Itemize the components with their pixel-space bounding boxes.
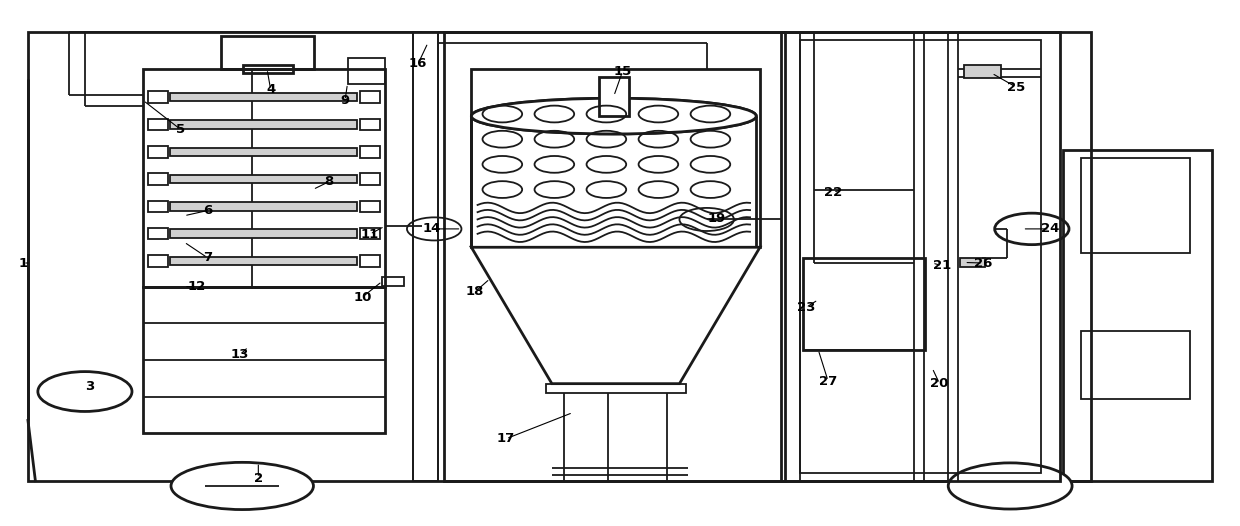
Text: 14: 14	[423, 222, 441, 236]
Bar	[148, 228, 167, 239]
Text: 20: 20	[930, 377, 949, 390]
Bar	[546, 383, 686, 393]
Text: 2: 2	[254, 472, 263, 484]
Bar	[444, 32, 785, 481]
Text: 22: 22	[823, 186, 842, 199]
Bar	[781, 32, 1060, 481]
Text: 25: 25	[1007, 81, 1025, 94]
Text: 6: 6	[203, 204, 212, 217]
Bar	[804, 258, 925, 350]
Text: 24: 24	[1040, 222, 1059, 236]
Bar	[360, 200, 379, 212]
Bar	[360, 173, 379, 185]
Polygon shape	[471, 247, 760, 383]
Text: 3: 3	[86, 380, 94, 393]
Ellipse shape	[471, 98, 756, 134]
Bar	[243, 65, 293, 73]
Bar	[143, 69, 384, 287]
Text: 4: 4	[267, 84, 275, 96]
Text: 17: 17	[497, 432, 515, 445]
Text: 5: 5	[176, 123, 185, 136]
Text: 23: 23	[796, 301, 815, 314]
Bar	[148, 119, 167, 130]
Text: 19: 19	[708, 212, 725, 225]
Bar	[170, 202, 357, 210]
Text: 18: 18	[466, 285, 485, 298]
Bar	[347, 58, 384, 84]
Ellipse shape	[949, 463, 1073, 509]
Bar	[360, 119, 379, 130]
Text: 21: 21	[932, 259, 951, 272]
Bar	[29, 32, 1091, 481]
Text: 10: 10	[353, 290, 372, 304]
Bar	[221, 36, 314, 69]
Bar	[148, 92, 167, 103]
Text: 16: 16	[409, 57, 428, 70]
Bar	[148, 173, 167, 185]
Text: 15: 15	[614, 65, 631, 78]
Bar	[1081, 331, 1189, 399]
Text: 26: 26	[973, 257, 992, 269]
Text: 27: 27	[818, 375, 837, 388]
Bar	[1064, 150, 1211, 481]
Bar	[471, 69, 760, 247]
Bar	[360, 255, 379, 267]
Bar	[360, 146, 379, 158]
Text: 9: 9	[341, 94, 350, 107]
Text: 8: 8	[325, 175, 334, 188]
Bar	[960, 258, 985, 267]
Bar	[148, 200, 167, 212]
Bar	[170, 229, 357, 238]
Bar	[963, 65, 1001, 78]
Bar	[170, 257, 357, 265]
Text: 7: 7	[203, 251, 212, 264]
Bar	[413, 32, 438, 481]
Bar	[170, 120, 357, 129]
Text: 11: 11	[361, 228, 379, 241]
Text: 13: 13	[231, 348, 249, 361]
Bar	[599, 77, 629, 116]
Bar	[800, 40, 1042, 473]
Text: 1: 1	[19, 257, 27, 269]
Bar	[360, 92, 379, 103]
Bar	[148, 146, 167, 158]
Text: 12: 12	[187, 280, 206, 293]
Bar	[1081, 158, 1189, 252]
Bar	[170, 175, 357, 183]
Bar	[170, 148, 357, 156]
Ellipse shape	[171, 462, 314, 510]
Bar	[143, 287, 384, 433]
Bar	[170, 93, 357, 102]
Bar	[148, 255, 167, 267]
Ellipse shape	[471, 98, 756, 134]
Bar	[382, 277, 404, 286]
Bar	[360, 228, 379, 239]
